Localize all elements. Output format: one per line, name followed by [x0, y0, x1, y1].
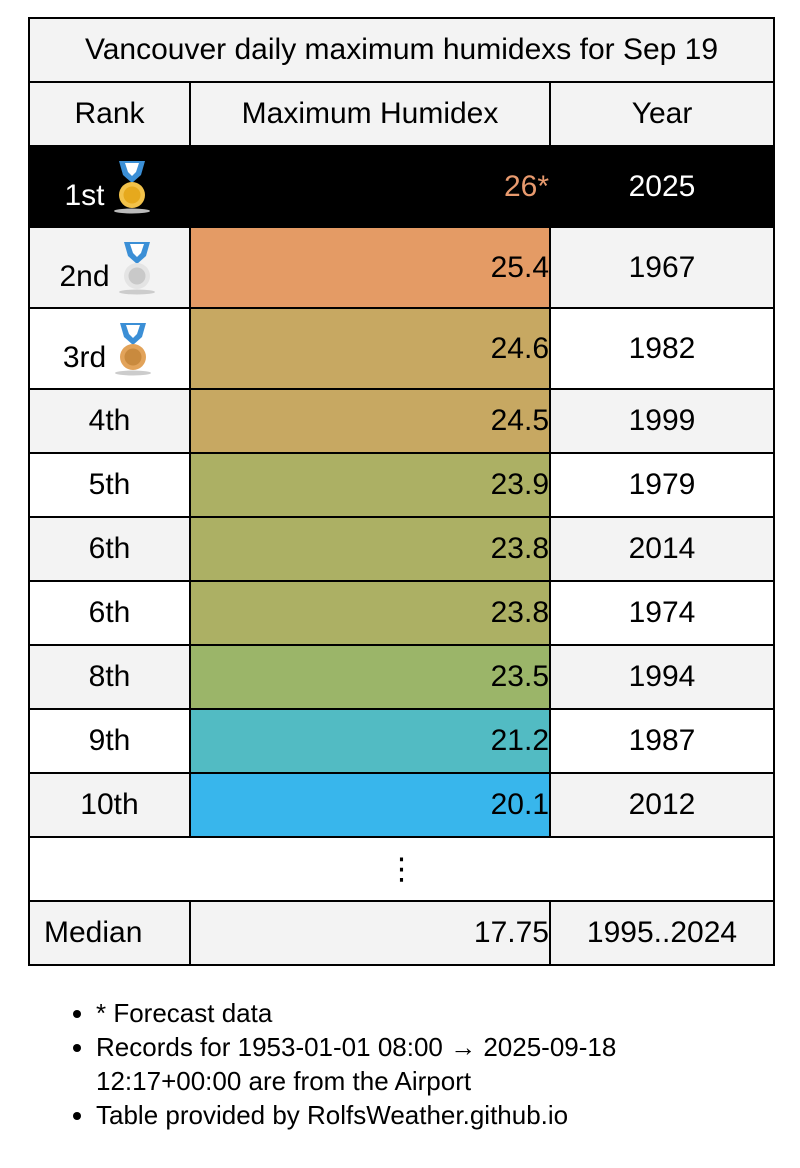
- header-maximum-humidex: Maximum Humidex: [189, 81, 551, 147]
- note-item: Table provided by RolfsWeather.github.io: [96, 1098, 736, 1132]
- table-row: 3rd 24.6 1982: [28, 307, 775, 390]
- year-cell: 1967: [549, 226, 775, 309]
- rank-cell: 1st: [28, 145, 191, 228]
- header-row: Rank Maximum Humidex Year: [28, 81, 775, 147]
- table-row: 4th 24.5 1999: [28, 388, 775, 454]
- table-row: 9th 21.2 1987: [28, 708, 775, 774]
- rank-label: 2nd: [59, 259, 110, 293]
- humidex-value-cell: 21.2: [189, 708, 551, 774]
- humidex-value-cell: 23.5: [189, 644, 551, 710]
- humidex-value-cell: 24.6: [189, 307, 551, 390]
- table-row: 5th 23.9 1979: [28, 452, 775, 518]
- year-cell: 2012: [549, 772, 775, 838]
- ellipsis-row: ⋮: [28, 836, 775, 902]
- rank-cell: 6th: [28, 516, 191, 582]
- year-cell: 2014: [549, 516, 775, 582]
- title-row: Vancouver daily maximum humidexs for Sep…: [28, 17, 775, 83]
- rank-cell: 10th: [28, 772, 191, 838]
- rank-cell: 2nd: [28, 226, 191, 309]
- year-cell: 2025: [549, 145, 775, 228]
- forecast-value: 26*: [503, 169, 549, 203]
- humidex-value-cell: 25.4: [189, 226, 551, 309]
- humidex-value-cell: 23.8: [189, 516, 551, 582]
- silver-medal-icon: [118, 241, 155, 294]
- humidex-value-cell: 23.9: [189, 452, 551, 518]
- rank-cell: 3rd: [28, 307, 191, 390]
- notes-list: * Forecast data Records for 1953-01-01 0…: [28, 996, 736, 1132]
- year-cell: 1994: [549, 644, 775, 710]
- humidex-value-cell: 26*: [189, 145, 551, 228]
- rank-cell: 4th: [28, 388, 191, 454]
- table-row: 6th 23.8 1974: [28, 580, 775, 646]
- header-rank: Rank: [28, 81, 191, 147]
- bronze-medal-icon: [115, 322, 152, 375]
- humidex-value-cell: 23.8: [189, 580, 551, 646]
- rank-cell: 9th: [28, 708, 191, 774]
- table-row: 6th 23.8 2014: [28, 516, 775, 582]
- rank-cell: 6th: [28, 580, 191, 646]
- table-row: 1st 26* 2025: [28, 145, 775, 228]
- year-cell: 1987: [549, 708, 775, 774]
- rank-label: 1st: [64, 178, 105, 212]
- table-title: Vancouver daily maximum humidexs for Sep…: [28, 17, 775, 83]
- records-table-container: Vancouver daily maximum humidexs for Sep…: [28, 17, 775, 1132]
- year-cell: 1974: [549, 580, 775, 646]
- median-row: Median 17.75 1995..2024: [28, 900, 775, 966]
- rank-label: 3rd: [62, 340, 107, 374]
- vertical-ellipsis: ⋮: [28, 836, 775, 902]
- median-period: 1995..2024: [549, 900, 775, 966]
- year-cell: 1979: [549, 452, 775, 518]
- records-table: Vancouver daily maximum humidexs for Sep…: [28, 17, 775, 966]
- table-row: 2nd 25.4 1967: [28, 226, 775, 309]
- year-cell: 1982: [549, 307, 775, 390]
- rank-cell: 5th: [28, 452, 191, 518]
- table-row: 8th 23.5 1994: [28, 644, 775, 710]
- rank-cell: 8th: [28, 644, 191, 710]
- table-row: 10th 20.1 2012: [28, 772, 775, 838]
- median-label: Median: [28, 900, 191, 966]
- humidex-value-cell: 20.1: [189, 772, 551, 838]
- median-value: 17.75: [189, 900, 551, 966]
- humidex-value-cell: 24.5: [189, 388, 551, 454]
- gold-medal-icon: [113, 160, 150, 213]
- header-year: Year: [549, 81, 775, 147]
- note-item: * Forecast data: [96, 996, 736, 1030]
- note-item: Records for 1953-01-01 08:00 → 2025-09-1…: [96, 1030, 736, 1098]
- year-cell: 1999: [549, 388, 775, 454]
